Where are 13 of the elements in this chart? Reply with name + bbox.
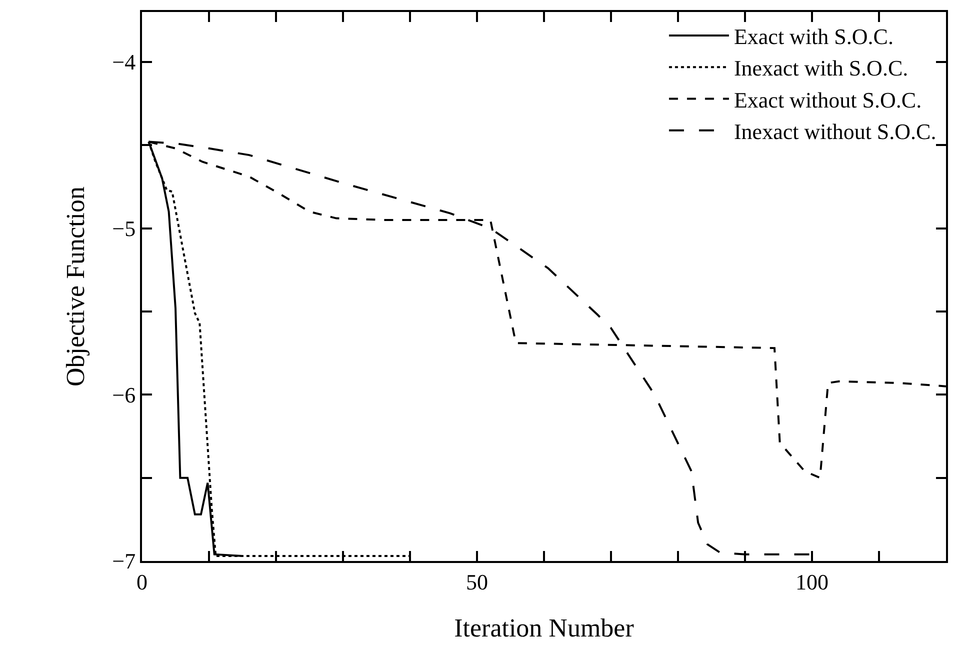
x-tick-label: 0 — [136, 569, 148, 594]
y-tick-label: −5 — [112, 216, 136, 241]
y-tick-label: −4 — [112, 50, 136, 75]
legend-label: Inexact with S.O.C. — [734, 56, 908, 81]
y-tick-label: −7 — [112, 548, 136, 574]
x-axis-title: Iteration Number — [454, 614, 634, 643]
x-tick-label: 100 — [796, 569, 828, 594]
legend-label: Exact with S.O.C. — [734, 24, 894, 50]
x-tick-label: 50 — [466, 569, 488, 594]
y-axis-title: Objective Function — [61, 186, 90, 387]
legend-label: Inexact without S.O.C. — [734, 118, 936, 144]
y-tick-label: −6 — [112, 382, 136, 408]
legend-label: Exact without S.O.C. — [734, 87, 922, 112]
